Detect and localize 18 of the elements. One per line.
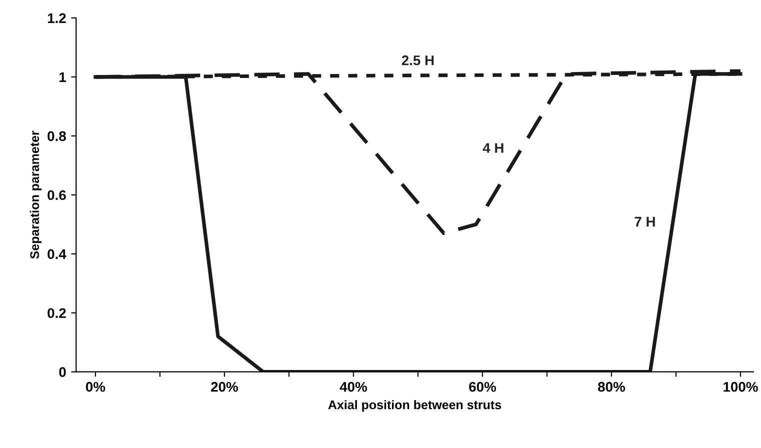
y-tick-label: 0 <box>59 367 66 378</box>
x-tick-label: 100% <box>724 382 758 392</box>
series-label: 2.5 H <box>402 55 434 66</box>
x-tick-label: 80% <box>598 382 626 392</box>
y-tick-label: 0.2 <box>48 308 66 318</box>
x-tick-label: 40% <box>340 382 367 392</box>
y-axis-title: Separation parameter <box>30 130 42 259</box>
y-tick-label: 0.6 <box>48 190 66 200</box>
x-tick-label: 60% <box>469 382 496 392</box>
y-tick-label: 1.2 <box>48 13 66 23</box>
series-label: 7 H <box>634 216 655 226</box>
x-tick-label: 0% <box>86 382 106 392</box>
x-tick-label: 20% <box>211 382 238 392</box>
series-label: 4 H <box>482 143 504 153</box>
y-tick-label: 1 <box>60 72 66 82</box>
y-tick-label: 0.4 <box>48 249 66 260</box>
y-tick-label: 0.8 <box>48 131 66 142</box>
x-axis-title: Axial position between struts <box>328 400 502 412</box>
